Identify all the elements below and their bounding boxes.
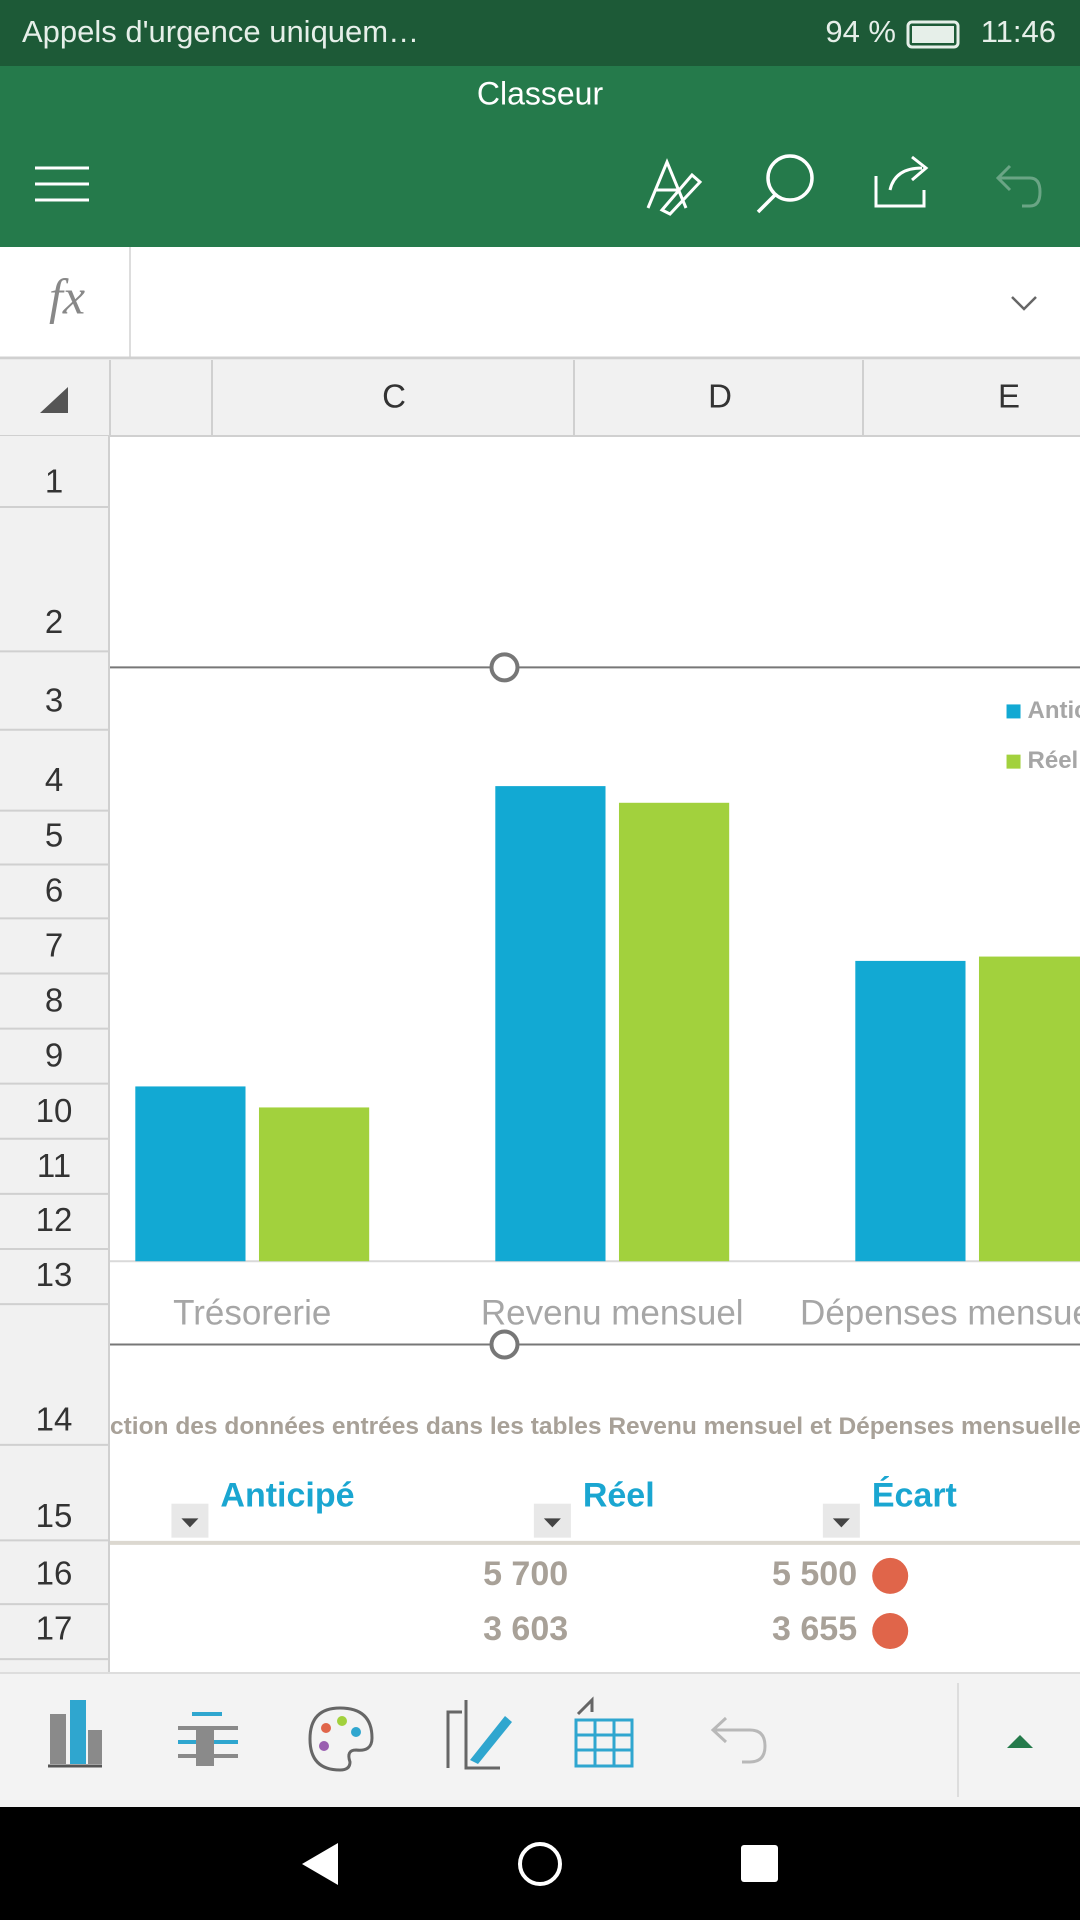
- filter-arrow: [181, 1518, 199, 1528]
- toolbar: [0, 1673, 1080, 1807]
- search-button[interactable]: [756, 154, 814, 214]
- row-number: 14: [36, 1400, 73, 1437]
- row-number: 1: [45, 462, 63, 499]
- row-number: 6: [45, 871, 63, 908]
- column-header: [0, 360, 1080, 436]
- select-all[interactable]: [40, 387, 68, 413]
- cell-value: 5 500: [772, 1555, 857, 1593]
- category-label: Revenu mensuel: [481, 1293, 744, 1332]
- battery-icon: [906, 20, 960, 49]
- switch-data-button[interactable]: [574, 1696, 634, 1768]
- bar: [855, 960, 966, 1262]
- bar: [495, 786, 606, 1262]
- chart: Trésorerie Revenu mensuel Dépenses mensuel…: [110, 652, 1080, 1360]
- nav-back[interactable]: [302, 1843, 338, 1885]
- resize-handle[interactable]: [489, 1329, 520, 1360]
- battery-level: [912, 26, 954, 43]
- row-number: 2: [45, 603, 63, 640]
- cell-value: 3 655: [772, 1610, 857, 1648]
- row-number: 17: [36, 1610, 73, 1647]
- row-number: 8: [45, 982, 63, 1019]
- legend-label: Anticipé: [1028, 697, 1080, 724]
- toolbar-undo[interactable]: [710, 1716, 767, 1764]
- carrier: Appels d'urgence uniquem…: [22, 14, 419, 49]
- bar: [135, 1086, 246, 1262]
- share-button[interactable]: [874, 155, 929, 208]
- row-number: 11: [37, 1147, 71, 1184]
- row-number: 3: [45, 682, 63, 719]
- row-number: 4: [45, 761, 63, 798]
- row-number: 5: [45, 816, 63, 853]
- row-header: [0, 436, 108, 1673]
- formula-bar[interactable]: [0, 247, 1080, 358]
- undo-button[interactable]: [995, 164, 1042, 208]
- bar: [618, 802, 730, 1262]
- nav-recents[interactable]: [741, 1845, 778, 1882]
- bar: [978, 956, 1080, 1262]
- filter-arrow: [832, 1518, 850, 1528]
- menu-button[interactable]: [35, 166, 89, 202]
- filter-arrow: [543, 1518, 561, 1528]
- cell-value: 3 603: [483, 1610, 568, 1648]
- expand-formula[interactable]: [1011, 296, 1037, 311]
- row-number: 7: [45, 926, 63, 963]
- nav-bar: [0, 1807, 1080, 1920]
- row-number: 10: [36, 1092, 73, 1129]
- column-letter: C: [382, 378, 406, 415]
- column-heading: Anticipé: [220, 1477, 354, 1515]
- nav-home[interactable]: [518, 1842, 562, 1886]
- bar: [258, 1107, 370, 1262]
- cell-value: 5 700: [483, 1555, 568, 1593]
- column-letter: E: [998, 378, 1020, 415]
- column-heading: Réel: [583, 1477, 655, 1515]
- caption: ction des données entrées dans les table…: [110, 1413, 1080, 1440]
- expand-toolbar[interactable]: [1007, 1735, 1033, 1748]
- clock: 11:46: [981, 14, 1056, 49]
- styles-button[interactable]: [446, 1700, 512, 1770]
- fx-label: fx: [49, 268, 85, 324]
- battery-percent: 94 %: [825, 14, 896, 49]
- colors-button[interactable]: [308, 1706, 374, 1772]
- sheet-edge: [110, 1659, 1080, 1673]
- table: ction des données entrées dans les table…: [110, 1413, 1080, 1673]
- app-bar: [0, 66, 1080, 247]
- legend-swatch: [1006, 704, 1021, 719]
- row-number: 12: [36, 1201, 73, 1238]
- legend-swatch: [1006, 754, 1021, 769]
- legend-label: Réel: [1028, 747, 1079, 774]
- column-dividers: [109, 360, 864, 436]
- chart-type-button[interactable]: [48, 1700, 102, 1768]
- chart-elements-button[interactable]: [178, 1712, 238, 1766]
- draw-button[interactable]: [646, 158, 703, 216]
- category-label: Dépenses mensuelles: [800, 1293, 1080, 1332]
- row-number: 13: [36, 1256, 73, 1293]
- category-label: Trésorerie: [173, 1293, 331, 1332]
- row-number: 9: [45, 1037, 63, 1074]
- app-title: Classeur: [477, 75, 604, 111]
- row-number: 16: [36, 1555, 73, 1592]
- status-bar: [0, 0, 1080, 66]
- resize-handle[interactable]: [489, 652, 520, 683]
- status-indicator: [872, 1557, 909, 1594]
- status-indicator: [872, 1613, 909, 1650]
- column-letter: D: [708, 378, 732, 415]
- row-number: 15: [36, 1497, 73, 1534]
- column-heading: Écart: [872, 1477, 957, 1515]
